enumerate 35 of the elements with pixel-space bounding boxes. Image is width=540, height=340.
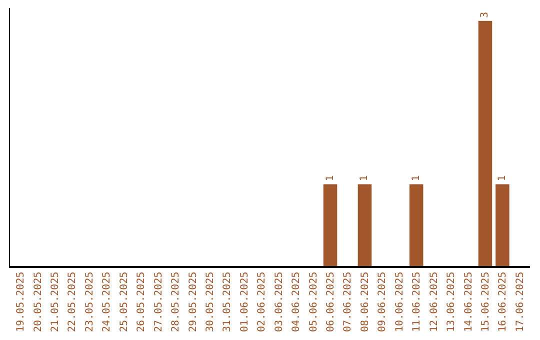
- x-tick-label: 25.05.2025: [118, 272, 130, 332]
- x-tick-label: 04.06.2025: [291, 272, 302, 332]
- x-tick-label: 06.06.2025: [326, 272, 337, 332]
- x-tick-label: 16.06.2025: [498, 272, 509, 332]
- x-tick-label: 14.06.2025: [463, 272, 474, 332]
- x-tick-label: 29.05.2025: [188, 272, 199, 332]
- x-tick-label: 03.06.2025: [274, 272, 285, 332]
- x-tick-label: 23.05.2025: [84, 272, 96, 332]
- x-tick-label: 15.06.2025: [480, 272, 492, 332]
- x-tick-label: 26.05.2025: [136, 272, 148, 332]
- x-tick-label: 09.06.2025: [377, 272, 388, 332]
- x-tick-label: 17.06.2025: [514, 272, 526, 332]
- x-tick-label: 20.05.2025: [32, 272, 44, 332]
- x-tick-label: 19.05.2025: [16, 272, 27, 332]
- x-tick-label: 08.06.2025: [360, 272, 371, 332]
- x-tick-label: 21.05.2025: [50, 272, 62, 332]
- x-tick-label: 27.05.2025: [153, 272, 164, 332]
- x-tick-label: 31.05.2025: [222, 272, 234, 332]
- x-tick-label: 24.05.2025: [102, 272, 113, 332]
- data-label: 3: [480, 12, 491, 18]
- x-tick-label: 05.06.2025: [308, 272, 320, 332]
- data-label: 1: [324, 175, 336, 182]
- x-tick-label: 30.05.2025: [204, 272, 216, 332]
- x-tick-label: 22.05.2025: [67, 272, 78, 332]
- data-label: 1: [496, 175, 508, 182]
- x-tick-label: 13.06.2025: [446, 272, 458, 332]
- x-tick-label: 12.06.2025: [428, 272, 440, 332]
- data-label: 1: [359, 175, 370, 182]
- x-tick-label: 02.06.2025: [256, 272, 268, 332]
- x-tick-label: 11.06.2025: [412, 272, 423, 332]
- x-tick-label: 01.06.2025: [239, 272, 250, 332]
- x-tick-label: 10.06.2025: [394, 272, 406, 332]
- x-tick-label: 28.05.2025: [170, 272, 182, 332]
- x-tick-label: 07.06.2025: [342, 272, 354, 332]
- data-label: 1: [410, 175, 422, 182]
